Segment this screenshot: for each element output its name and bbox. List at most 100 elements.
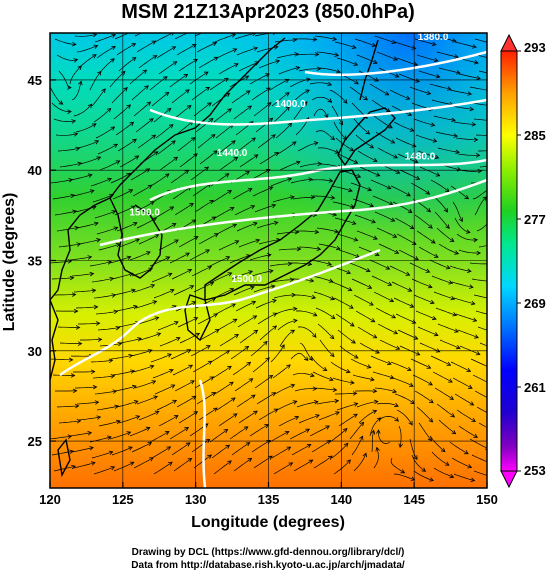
- streamline: [198, 407, 218, 421]
- streamline-arrow: [369, 144, 375, 149]
- streamline: [189, 249, 210, 261]
- streamline-arrow: [207, 454, 212, 459]
- colorbar-min-arrow: [500, 470, 518, 489]
- streamline-arrow: [413, 159, 419, 164]
- streamline-arrow: [390, 217, 396, 222]
- streamline: [95, 126, 115, 139]
- streamline-arrow: [390, 139, 396, 144]
- streamline-arrow: [284, 78, 290, 84]
- streamline: [179, 153, 198, 168]
- streamline: [94, 390, 117, 395]
- streamline-arrow: [490, 280, 494, 284]
- streamline: [273, 106, 290, 123]
- streamline-arrow: [209, 199, 214, 205]
- streamline: [438, 243, 459, 255]
- streamline: [172, 364, 193, 376]
- streamline: [432, 371, 453, 383]
- streamline-arrow: [128, 189, 134, 194]
- streamline-arrow: [206, 345, 211, 350]
- streamline-arrow: [126, 431, 132, 436]
- streamline-arrow: [94, 140, 100, 145]
- streamline: [272, 196, 295, 203]
- streamline-arrow: [370, 376, 375, 382]
- streamline-arrow: [294, 52, 300, 57]
- streamline: [278, 248, 301, 251]
- streamline: [75, 123, 97, 133]
- streamline: [169, 74, 188, 88]
- streamline-arrow: [293, 306, 298, 312]
- streamline-arrow: [250, 394, 256, 399]
- streamline-arrow: [292, 37, 298, 43]
- streamline: [235, 301, 256, 312]
- streamline: [178, 236, 199, 248]
- streamline-arrow: [232, 318, 238, 323]
- streamline: [250, 341, 268, 357]
- streamline-arrow: [488, 461, 492, 465]
- streamline: [319, 339, 335, 357]
- streamline: [193, 282, 214, 293]
- streamline: [430, 179, 450, 193]
- streamline: [154, 206, 174, 219]
- streamline-arrow: [211, 27, 215, 31]
- streamline: [312, 371, 334, 381]
- streamline-arrow: [207, 360, 213, 365]
- streamline-arrow: [245, 170, 250, 176]
- streamline-arrow: [393, 154, 399, 159]
- streamline-arrow: [294, 229, 300, 235]
- streamline-arrow: [473, 237, 479, 243]
- streamline: [196, 392, 216, 405]
- streamline-arrow: [195, 332, 201, 337]
- streamline-arrow: [113, 309, 119, 315]
- streamline: [456, 233, 478, 241]
- streamline: [232, 188, 253, 200]
- streamline-arrow: [394, 417, 399, 422]
- streamline-arrow: [67, 259, 73, 264]
- streamline-arrow: [274, 152, 280, 157]
- streamline-arrow: [305, 77, 311, 82]
- streamline-arrow: [490, 398, 494, 401]
- streamline-arrow: [87, 103, 93, 109]
- streamline: [434, 387, 454, 400]
- streamline-arrow: [166, 107, 172, 113]
- streamline-arrow: [393, 330, 399, 335]
- streamline: [277, 141, 297, 155]
- streamline: [129, 427, 150, 437]
- streamline: [96, 405, 119, 411]
- streamline-arrow: [287, 122, 293, 128]
- streamline: [273, 294, 296, 299]
- streamline-arrow: [252, 315, 258, 320]
- streamline: [349, 262, 371, 272]
- streamline-arrow: [330, 352, 335, 357]
- streamline: [255, 299, 277, 309]
- streamline: [113, 461, 134, 472]
- streamline: [171, 442, 191, 456]
- streamline-arrow: [332, 212, 338, 217]
- streamline: [94, 34, 116, 43]
- streamline: [199, 329, 220, 341]
- streamline-arrow: [429, 299, 435, 305]
- streamline-arrow: [253, 46, 259, 51]
- streamline-arrow: [154, 316, 160, 321]
- streamline: [417, 150, 439, 159]
- streamline: [129, 69, 147, 85]
- streamline: [150, 173, 170, 187]
- streamline-arrow: [213, 233, 219, 238]
- colorbar-gradient: [500, 50, 518, 472]
- streamline: [218, 413, 238, 427]
- streamline: [55, 133, 78, 136]
- streamline: [236, 47, 258, 56]
- streamline-arrow: [97, 337, 103, 342]
- streamline-arrow: [185, 252, 190, 257]
- streamline: [419, 166, 440, 177]
- streamline: [199, 150, 218, 165]
- streamline-arrow: [456, 70, 461, 75]
- streamline: [359, 166, 380, 177]
- streamline-arrow: [77, 161, 83, 167]
- streamline: [472, 190, 487, 200]
- streamline: [251, 440, 271, 453]
- streamline: [111, 446, 133, 456]
- streamline: [449, 265, 471, 272]
- streamline: [72, 190, 95, 197]
- streamline: [195, 118, 214, 133]
- streamline-arrow: [429, 399, 434, 404]
